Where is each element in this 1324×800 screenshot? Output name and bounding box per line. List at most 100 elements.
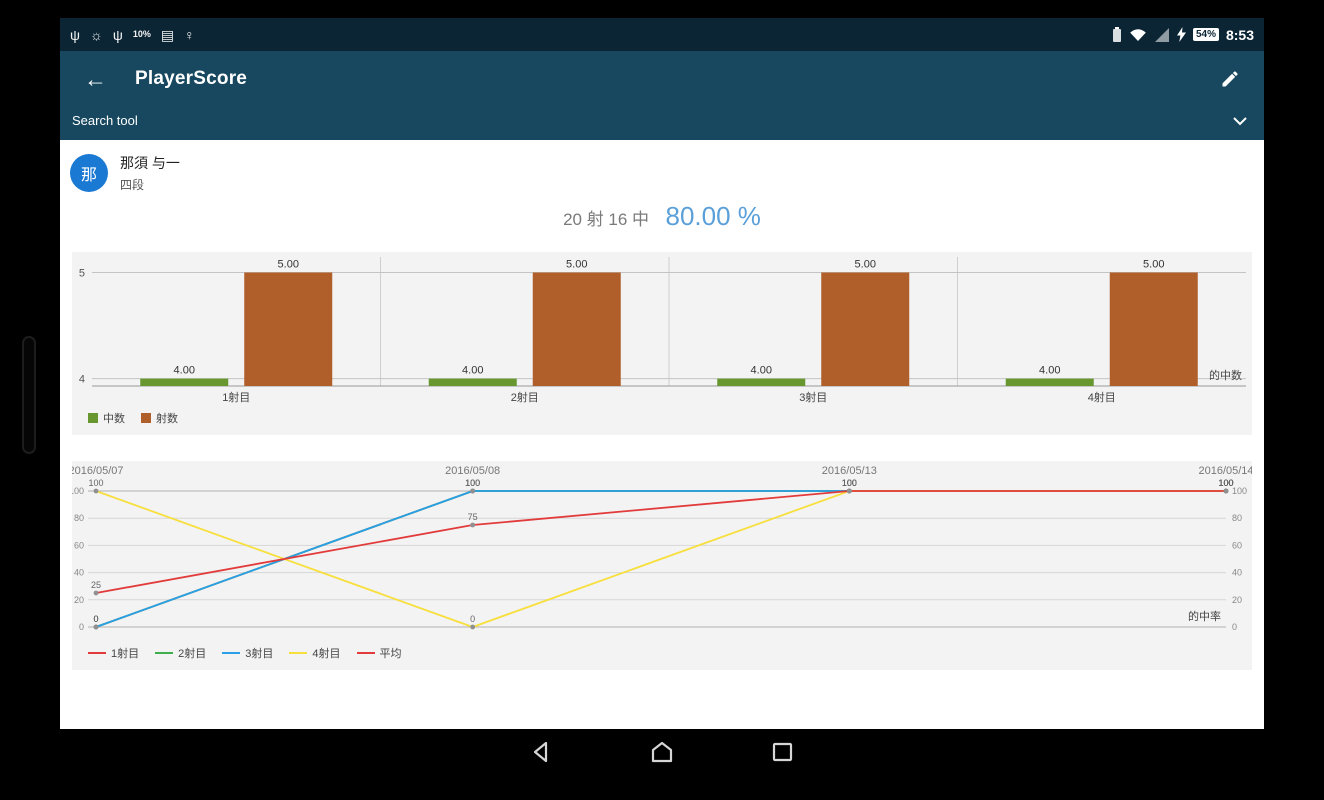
svg-text:100: 100 [1218,478,1233,488]
nav-home-button[interactable] [649,740,675,764]
line-chart-plot: 2016/05/07 2016/05/08 2016/05/13 2016/05/14… [72,461,1252,643]
svg-text:75: 75 [468,512,478,522]
usb-debugging-icon: ψ [112,26,123,43]
legend-label: 3射目 [245,648,274,660]
search-tool-label: Search tool [72,113,138,128]
front-camera [22,336,36,454]
svg-text:100: 100 [842,478,857,488]
status-icons-right: 54% 8:53 [1112,27,1254,43]
svg-text:100: 100 [465,478,480,488]
nav-back-button[interactable] [530,740,554,764]
legend-swatch [222,652,241,654]
hit-percentage: 80.00 % [665,201,761,231]
legend-swatch [356,652,375,654]
legend-label: 1射目 [111,648,140,660]
svg-text:2016/05/08: 2016/05/08 [445,465,500,477]
svg-text:100: 100 [465,478,480,488]
back-button[interactable]: ← [84,65,107,92]
svg-text:100: 100 [88,478,103,488]
nav-recents-button[interactable] [770,740,794,764]
svg-text:40: 40 [1232,568,1242,578]
svg-text:100: 100 [1218,478,1233,488]
location-pin-icon: ♀ [184,26,195,43]
search-tool-bar[interactable]: Search tool [60,107,1264,140]
svg-text:0: 0 [79,622,84,632]
svg-text:4.00: 4.00 [751,365,772,377]
legend-item: 2射目 [155,645,206,661]
svg-text:2016/05/13: 2016/05/13 [822,465,877,477]
player-meta: 那須 与一 四段 [120,153,180,193]
svg-text:4射目: 4射目 [1088,390,1116,404]
charging-bolt-icon [1176,27,1186,42]
screen: ψ ☼ ψ 10% ▤ ♀ [60,18,1264,775]
svg-text:20: 20 [1232,595,1242,605]
legend-item: 1射目 [88,645,139,661]
svg-text:20: 20 [74,595,84,605]
legend-label: 2射目 [178,648,207,660]
legend-label: 中数 [103,413,125,425]
svg-text:4.00: 4.00 [1039,365,1060,377]
status-bar: ψ ☼ ψ 10% ▤ ♀ [60,18,1264,51]
svg-text:0: 0 [1232,622,1237,632]
svg-text:100: 100 [1232,486,1247,496]
content-area: 那 那須 与一 四段 20 射 16 中 80.00 % 4 5 4.00 5.00 1… [60,140,1264,729]
legend-item: 中数 [88,410,125,426]
svg-text:4.00: 4.00 [462,365,483,377]
nav-back-icon [533,741,548,763]
legend-swatch [88,413,98,423]
bar-chart-legend: 中数 射数 [72,408,1252,435]
status-icons-left: ψ ☼ ψ 10% ▤ ♀ [70,28,195,42]
avatar[interactable]: 那 [70,154,108,192]
usb-icon: ψ [70,26,80,43]
svg-text:0: 0 [93,614,98,624]
svg-text:100: 100 [842,478,857,488]
legend-label: 平均 [379,648,402,660]
legend-label: 射数 [156,413,178,425]
player-row[interactable]: 那 那須 与一 四段 [60,140,1264,201]
svg-text:60: 60 [74,540,84,550]
hits-per-shot-bar-chart: 4 5 4.00 5.00 1射目 4.00 5.00 2射目 4.00 5.00 3射目 4.00 5… [72,252,1252,435]
signal-icon [1154,27,1169,42]
svg-text:5.00: 5.00 [566,258,587,270]
edit-button[interactable] [1220,69,1240,89]
svg-text:3射目: 3射目 [799,390,827,404]
svg-text:5.00: 5.00 [278,258,299,270]
svg-text:80: 80 [74,513,84,523]
legend-label: 4射目 [312,648,341,660]
nav-recents-icon [772,742,793,762]
flashlight-icon: ☼ [89,26,103,43]
svg-text:2射目: 2射目 [511,390,539,404]
svg-text:100: 100 [1218,478,1233,488]
svg-text:5: 5 [79,267,85,279]
hit-rate-line-chart: 2016/05/07 2016/05/08 2016/05/13 2016/05/14… [72,461,1252,670]
navigation-bar [60,729,1264,775]
chevron-down-icon[interactable] [1232,116,1248,126]
weather-icon: 10% [132,29,151,39]
shots-hits-text: 20 射 16 中 [563,210,650,229]
legend-swatch [289,652,308,654]
legend-item: 3射目 [222,645,273,661]
player-rank: 四段 [120,178,145,192]
legend-item: 4射目 [289,645,341,661]
clipboard-icon: ▤ [160,26,175,43]
page-title: PlayerScore [135,68,248,89]
svg-text:4.00: 4.00 [174,365,195,377]
legend-swatch [88,652,106,654]
line-chart-legend: 1射目 2射目 3射目 4射目 平均 [72,643,1252,670]
svg-text:2016/05/14: 2016/05/14 [1198,465,1252,477]
svg-text:100: 100 [842,478,857,488]
svg-text:2016/05/07: 2016/05/07 [72,465,124,477]
svg-text:60: 60 [1232,540,1242,550]
svg-text:40: 40 [74,568,84,578]
svg-text:5.00: 5.00 [1143,258,1164,270]
app-bar: ← PlayerScore [60,51,1264,107]
wifi-icon [1130,28,1146,41]
legend-swatch [141,413,151,423]
svg-text:25: 25 [91,580,101,590]
svg-text:100: 100 [842,478,857,488]
player-name: 那須 与一 [120,155,180,171]
svg-text:4: 4 [79,374,85,386]
svg-text:100: 100 [842,478,857,488]
battery-percent-badge: 54% [1192,28,1219,41]
pencil-icon [1222,71,1238,87]
